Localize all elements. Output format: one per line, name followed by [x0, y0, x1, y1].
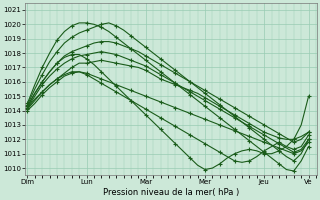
X-axis label: Pression niveau de la mer( hPa ): Pression niveau de la mer( hPa ): [103, 188, 239, 197]
